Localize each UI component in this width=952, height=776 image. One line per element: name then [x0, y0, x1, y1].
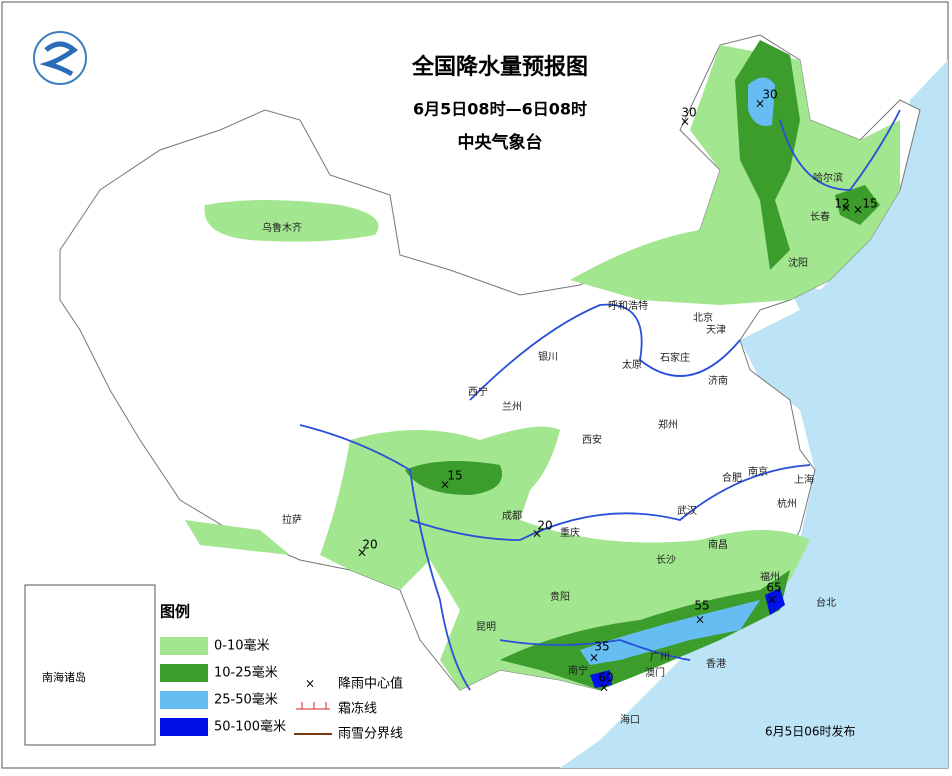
city-label: 银川: [538, 350, 558, 363]
center-mark: ×: [841, 201, 851, 215]
issuer: 中央气象台: [458, 132, 543, 153]
city-label: 哈尔滨: [813, 171, 843, 184]
legend-swatch: [160, 637, 208, 655]
rain-25-50: [580, 600, 760, 665]
city-label: 沈阳: [788, 256, 808, 269]
city-label: 南宁: [568, 664, 588, 677]
rain-0-10: [204, 200, 379, 242]
city-label: 台北: [816, 596, 836, 609]
city-label: 福州: [760, 570, 780, 583]
city-label: 长春: [810, 211, 830, 223]
center-value: 60: [598, 671, 613, 685]
city-label: 乌鲁木齐: [262, 221, 302, 234]
city-label: 石家庄: [660, 351, 690, 364]
center-mark: ×: [532, 527, 542, 541]
city-label: 西宁: [468, 385, 488, 398]
legend-title: 图例: [160, 603, 190, 621]
rain-10-25: [405, 461, 502, 495]
legend-symbol-label: 降雨中心值: [338, 676, 403, 692]
legend-item: 10-25毫米: [214, 665, 278, 681]
city-label: 合肥: [722, 471, 742, 484]
center-mark: ×: [680, 115, 690, 129]
center-mark: ×: [357, 546, 367, 560]
legend: 0-10毫米 10-25毫米 25-50毫米 50-100毫米 × 降雨中心值霜冻线雨雪分…: [160, 637, 403, 742]
legend-symbol-label: 霜冻线: [338, 701, 377, 717]
legend-swatch: [160, 718, 208, 736]
center-value: 30: [762, 88, 777, 102]
inset: [24, 584, 156, 746]
center-value: 15: [862, 197, 877, 211]
rivers: [299, 109, 901, 691]
city-label: 拉萨: [282, 513, 302, 526]
legend-item: 25-50毫米: [214, 692, 278, 708]
city-label: 西安: [582, 433, 602, 446]
city-label: 兰州: [502, 400, 522, 413]
city-label: 武汉: [677, 504, 697, 517]
rain-0-10: [570, 45, 900, 305]
center-mark: ×: [599, 681, 609, 695]
rain-10-25: [835, 185, 880, 225]
legend-symbol-label: 雨雪分界线: [338, 727, 403, 742]
city-label: 昆明: [476, 621, 496, 633]
city-label: 南昌: [708, 538, 728, 551]
rain-centers: ×30×30×12 × 15×15×20×20×55 ×65×35×60: [357, 88, 878, 695]
city-label: 重庆: [560, 526, 580, 539]
city-label: 澳门: [645, 666, 665, 679]
rain-25-50: [748, 77, 775, 126]
center-mark: ×: [589, 651, 599, 665]
center-value: 35: [594, 640, 609, 654]
city-label: 太原: [622, 358, 642, 371]
sea: [560, 60, 948, 768]
center-value: 65: [766, 581, 781, 595]
legend-symbol: [296, 702, 330, 710]
center-mark: ×: [440, 478, 450, 492]
city-label: 香港: [706, 658, 726, 670]
center-value: 20: [537, 519, 552, 533]
city-label: 成都: [502, 510, 522, 522]
city-label: 济南: [708, 374, 728, 387]
center-value: 55: [694, 599, 709, 613]
inset-label: 南海诸岛: [42, 670, 86, 684]
legend-item: 50-100毫米: [214, 719, 286, 735]
legend-item: 0-10毫米: [214, 638, 270, 654]
city-label: 海口: [620, 713, 640, 726]
title: 全国降水量预报图: [411, 54, 588, 80]
center-mark: ×: [695, 613, 705, 627]
logo: [33, 31, 87, 85]
center-mark: ×: [767, 593, 777, 607]
city-label: 天津: [706, 324, 726, 336]
center-value: 30: [681, 106, 696, 120]
legend-swatch: [160, 664, 208, 682]
city-label: 南京: [748, 465, 768, 478]
city-label: 上海: [794, 473, 814, 486]
center-mark: ×: [853, 203, 863, 217]
center-value: 12: [834, 197, 849, 211]
city-label: 杭州: [777, 497, 797, 510]
center-value: 20: [362, 538, 377, 552]
rain-50-100: [765, 588, 785, 615]
legend-swatch: [160, 691, 208, 709]
rain-50-100: [590, 670, 612, 688]
city-label: 长沙: [656, 554, 676, 566]
legend-symbol: ×: [305, 677, 315, 691]
city-label: 贵阳: [550, 590, 570, 603]
city-label: 郑州: [658, 418, 678, 431]
period: 6月5日08时—6日08时: [413, 100, 587, 119]
rain-0-10: [185, 520, 290, 555]
center-mark: ×: [755, 97, 765, 111]
city-label: 呼和浩特: [608, 300, 648, 312]
issued: 6月5日06时发布: [765, 724, 856, 739]
center-value: 15: [447, 469, 462, 483]
city-label: 广州: [650, 651, 670, 663]
city-label: 北京: [693, 311, 713, 324]
